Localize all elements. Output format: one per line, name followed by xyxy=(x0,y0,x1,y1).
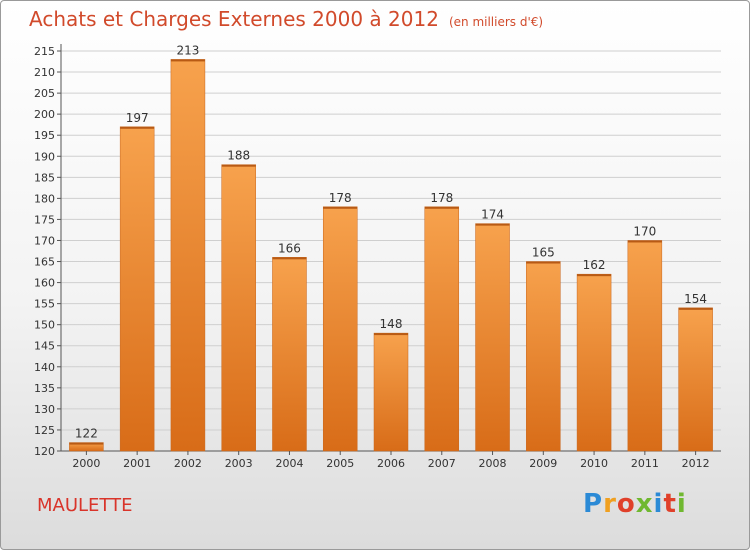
bar xyxy=(576,273,612,452)
x-tick-label: 2003 xyxy=(225,457,253,470)
bar xyxy=(119,126,155,452)
x-tick-label: 2008 xyxy=(479,457,507,470)
y-tick-label: 205 xyxy=(34,87,55,100)
x-tick-label: 2011 xyxy=(631,457,659,470)
data-label: 178 xyxy=(430,191,453,205)
x-tick-label: 2000 xyxy=(72,457,100,470)
bar-top-edge xyxy=(170,59,205,62)
chart-subtitle: (en milliers d'€) xyxy=(448,15,544,29)
y-tick-label: 180 xyxy=(34,192,55,205)
data-label: 188 xyxy=(227,149,250,163)
logo-letter: r xyxy=(603,489,617,519)
y-tick-label: 190 xyxy=(34,150,55,163)
bar xyxy=(627,240,663,452)
bar xyxy=(170,59,206,452)
y-tick-label: 175 xyxy=(34,213,55,226)
x-tick-label: 2012 xyxy=(682,457,710,470)
commune-name: MAULETTE xyxy=(37,495,133,516)
y-tick-label: 140 xyxy=(34,361,55,374)
bar xyxy=(373,332,409,452)
bar-top-edge xyxy=(272,257,307,260)
x-tick-label: 2004 xyxy=(275,457,303,470)
bar-top-edge xyxy=(627,240,662,243)
data-label: 165 xyxy=(532,246,555,260)
logo-letter: i xyxy=(676,489,687,519)
bar-top-edge xyxy=(120,126,155,129)
y-tick-label: 185 xyxy=(34,171,55,184)
x-tick-label: 2006 xyxy=(377,457,405,470)
y-tick-label: 200 xyxy=(34,108,55,121)
bar xyxy=(221,164,256,452)
data-label: 174 xyxy=(481,208,504,222)
y-tick-label: 160 xyxy=(34,277,55,290)
y-tick-label: 150 xyxy=(34,319,55,332)
x-tick-label: 2009 xyxy=(529,457,557,470)
bar-top-edge xyxy=(69,442,104,445)
bar-top-edge xyxy=(577,274,612,277)
data-label: 170 xyxy=(633,224,656,238)
x-tick-label: 2010 xyxy=(580,457,608,470)
data-label: 162 xyxy=(583,258,606,272)
y-tick-label: 155 xyxy=(34,298,55,311)
logo-letter: P xyxy=(583,489,604,519)
bar-top-edge xyxy=(475,223,510,226)
proxiti-logo: Proxiti xyxy=(583,489,687,519)
logo-letter: x xyxy=(635,489,654,519)
x-tick-label: 2002 xyxy=(174,457,202,470)
y-tick-label: 145 xyxy=(34,340,55,353)
bar xyxy=(424,206,460,452)
bar xyxy=(678,307,713,452)
chart-title: Achats et Charges Externes 2000 à 2012 (e… xyxy=(29,7,543,31)
bar-top-edge xyxy=(424,206,459,209)
data-label: 148 xyxy=(380,317,403,331)
x-tick-label: 2007 xyxy=(428,457,456,470)
y-tick-label: 165 xyxy=(34,256,55,269)
y-tick-label: 135 xyxy=(34,382,55,395)
y-tick-label: 120 xyxy=(34,445,55,458)
bar xyxy=(526,261,561,452)
chart-title-text: Achats et Charges Externes 2000 à 2012 xyxy=(29,7,439,31)
y-tick-label: 215 xyxy=(34,45,55,58)
bar xyxy=(272,257,307,452)
bar-top-edge xyxy=(678,307,713,310)
x-tick-label: 2001 xyxy=(123,457,151,470)
data-label: 197 xyxy=(126,111,149,125)
logo-letter: i xyxy=(653,489,664,519)
y-tick-label: 195 xyxy=(34,129,55,142)
data-label: 122 xyxy=(75,427,98,441)
data-label: 166 xyxy=(278,241,301,255)
bar-top-edge xyxy=(526,261,561,264)
y-tick-label: 170 xyxy=(34,234,55,247)
logo-letter: t xyxy=(663,489,677,519)
data-label: 178 xyxy=(329,191,352,205)
logo-letter: o xyxy=(616,489,636,519)
bar xyxy=(322,206,358,452)
data-label: 213 xyxy=(176,43,199,57)
data-label: 154 xyxy=(684,292,707,306)
x-tick-label: 2005 xyxy=(326,457,354,470)
y-tick-label: 125 xyxy=(34,424,55,437)
y-tick-label: 210 xyxy=(34,66,55,79)
bar-top-edge xyxy=(323,206,358,209)
bar-top-edge xyxy=(374,333,408,336)
bar xyxy=(475,223,510,452)
bar-top-edge xyxy=(221,164,256,167)
y-tick-label: 130 xyxy=(34,403,55,416)
